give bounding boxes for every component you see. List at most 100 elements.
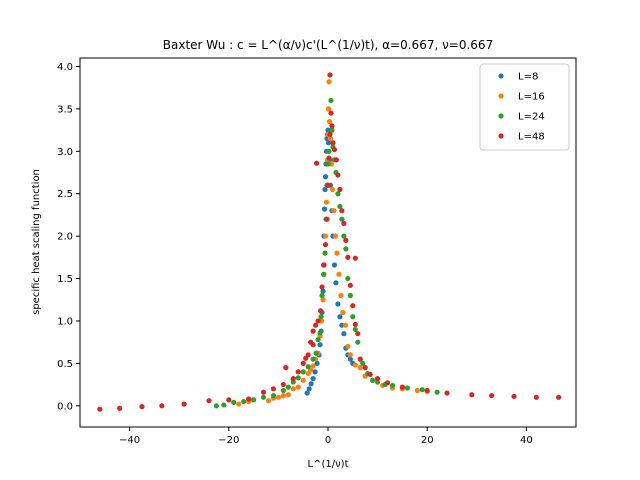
legend-marker bbox=[498, 113, 504, 119]
data-point bbox=[251, 397, 257, 403]
data-point bbox=[357, 365, 363, 371]
data-point bbox=[285, 392, 291, 398]
data-point bbox=[327, 131, 333, 137]
data-point bbox=[317, 308, 324, 314]
data-point bbox=[310, 356, 316, 362]
legend-label: L=8 bbox=[518, 72, 538, 83]
data-point bbox=[330, 140, 336, 146]
data-point bbox=[339, 216, 345, 222]
data-point bbox=[260, 389, 267, 395]
data-point bbox=[367, 371, 373, 378]
data-points bbox=[97, 72, 562, 412]
x-tick-label: −20 bbox=[218, 435, 239, 446]
data-point bbox=[341, 233, 347, 239]
legend-marker bbox=[498, 73, 504, 79]
data-point bbox=[334, 250, 340, 256]
y-tick-label: 0.0 bbox=[57, 401, 73, 412]
data-point bbox=[511, 393, 517, 400]
data-point bbox=[357, 356, 363, 362]
data-point bbox=[321, 206, 328, 212]
data-point bbox=[362, 365, 368, 371]
data-point bbox=[328, 97, 334, 104]
data-point bbox=[326, 148, 332, 154]
data-point bbox=[304, 390, 310, 396]
data-point bbox=[285, 384, 291, 390]
data-point bbox=[347, 282, 353, 288]
data-point bbox=[329, 186, 336, 193]
data-point bbox=[341, 331, 347, 337]
x-tick-label: 40 bbox=[520, 435, 533, 446]
data-point bbox=[318, 314, 324, 320]
data-point bbox=[384, 380, 391, 386]
data-point bbox=[326, 155, 332, 161]
data-point bbox=[347, 292, 353, 299]
data-point bbox=[345, 254, 351, 260]
data-point bbox=[314, 360, 320, 366]
y-tick-label: 1.5 bbox=[57, 274, 73, 285]
data-point bbox=[325, 182, 331, 188]
data-point bbox=[326, 79, 332, 85]
data-point bbox=[319, 284, 325, 290]
data-point bbox=[280, 381, 286, 388]
data-point bbox=[321, 262, 327, 268]
data-point bbox=[295, 375, 301, 381]
data-point bbox=[322, 174, 329, 180]
data-point bbox=[283, 365, 289, 371]
x-axis-label: L^(1/ν)t bbox=[308, 459, 349, 470]
data-point bbox=[159, 403, 165, 409]
data-point bbox=[339, 208, 345, 214]
data-point bbox=[355, 339, 361, 345]
data-point bbox=[300, 360, 306, 366]
data-point bbox=[345, 343, 351, 350]
data-point bbox=[332, 233, 339, 239]
data-point bbox=[306, 386, 312, 392]
data-point bbox=[310, 328, 316, 334]
data-point bbox=[360, 360, 366, 366]
data-point bbox=[399, 384, 405, 390]
data-point bbox=[325, 127, 331, 133]
data-point bbox=[331, 208, 337, 214]
data-point bbox=[414, 387, 420, 394]
data-point bbox=[434, 389, 440, 395]
legend-marker bbox=[498, 93, 504, 99]
data-point bbox=[322, 186, 328, 193]
data-point bbox=[336, 271, 342, 277]
data-point bbox=[337, 186, 343, 193]
y-tick-label: 3.5 bbox=[57, 104, 73, 115]
data-point bbox=[341, 220, 347, 227]
data-point bbox=[300, 377, 306, 383]
data-point bbox=[315, 337, 321, 343]
data-point bbox=[305, 352, 311, 358]
x-tick-label: 20 bbox=[421, 435, 434, 446]
data-point bbox=[489, 393, 495, 399]
y-axis-label: specific heat scaling function bbox=[31, 169, 42, 315]
data-point bbox=[320, 288, 326, 294]
data-point bbox=[419, 387, 425, 393]
data-point bbox=[331, 147, 338, 153]
data-point bbox=[313, 322, 319, 328]
chart-title: Baxter Wu : c = L^(α/ν)c'(L^(1/ν)t), α=0… bbox=[163, 38, 493, 52]
data-point bbox=[333, 157, 340, 163]
data-point bbox=[310, 363, 316, 369]
data-point bbox=[333, 280, 339, 286]
data-point bbox=[335, 172, 341, 178]
data-point bbox=[326, 119, 333, 125]
data-point bbox=[343, 246, 349, 252]
data-point bbox=[355, 331, 361, 337]
data-point bbox=[325, 140, 332, 146]
data-point bbox=[322, 250, 328, 256]
y-tick-label: 3.0 bbox=[57, 147, 73, 158]
data-point bbox=[320, 271, 327, 277]
data-point bbox=[139, 404, 145, 410]
data-point bbox=[469, 392, 475, 398]
data-point bbox=[342, 322, 348, 328]
data-point bbox=[280, 387, 286, 394]
y-tick-label: 1.0 bbox=[57, 316, 73, 327]
data-point bbox=[343, 237, 349, 243]
data-point bbox=[206, 398, 212, 404]
data-point bbox=[270, 393, 277, 399]
data-point bbox=[424, 387, 430, 394]
data-point bbox=[310, 342, 316, 348]
data-point bbox=[347, 352, 353, 358]
